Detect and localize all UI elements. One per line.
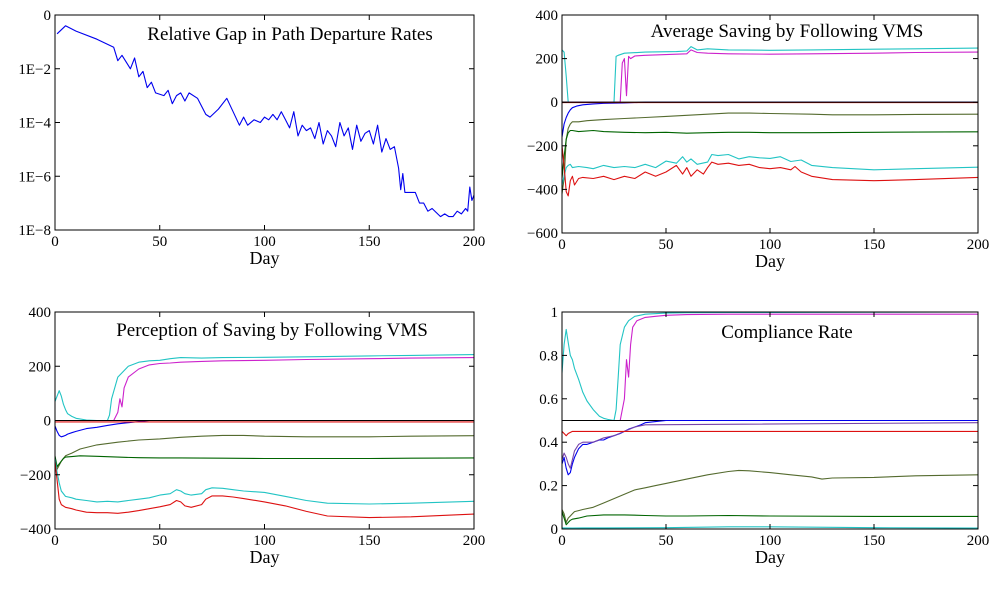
series-line-red-lower xyxy=(562,145,978,197)
x-tick-label: 150 xyxy=(863,533,886,549)
chart-panel-4: 0 50 100 150 200 1 0.8 0.6 0.4 0.2 0 Day Compliance … xyxy=(539,305,989,567)
y-tick-label: −400 xyxy=(20,522,51,538)
series-line-darkgreen xyxy=(562,129,978,179)
chart-panel-1: 0 50 100 150 200 0 1E−2 1E−4 1E−6 1E−8 Day Relative… xyxy=(18,8,485,268)
y-tick-label: 400 xyxy=(29,305,52,321)
chart-title: Compliance Rate xyxy=(721,322,852,343)
series-line-magenta-upper xyxy=(55,357,474,422)
series-group xyxy=(55,354,474,519)
x-tick-label: 100 xyxy=(759,533,782,549)
x-tick-label: 50 xyxy=(152,533,167,549)
series-line-magenta xyxy=(562,313,978,422)
series-line-gap xyxy=(56,25,474,218)
x-tick-label: 0 xyxy=(558,237,566,253)
series-line-red xyxy=(562,430,978,437)
x-tick-label: 150 xyxy=(358,234,381,250)
x-tick-label: 50 xyxy=(659,237,674,253)
y-tick-label: 0.6 xyxy=(539,392,558,408)
series-line-darkgreen xyxy=(562,511,978,526)
series-line-blue xyxy=(562,419,978,476)
x-axis-label: Day xyxy=(250,547,280,567)
y-tick-label: 1E−4 xyxy=(18,116,51,132)
series-group xyxy=(562,312,978,529)
x-tick-label: 50 xyxy=(152,234,167,250)
y-tick-label: 1E−2 xyxy=(18,62,51,78)
x-tick-label: 150 xyxy=(863,237,886,253)
y-tick-label: 1E−6 xyxy=(18,169,51,185)
y-tick-label: −400 xyxy=(527,182,558,198)
plot-frame xyxy=(54,14,475,231)
x-tick-label: 100 xyxy=(759,237,782,253)
y-tick-label: 0 xyxy=(551,95,559,111)
x-tick-label: 150 xyxy=(358,533,381,549)
series-line-cyan-lower xyxy=(562,153,978,186)
y-tick-label: 0.8 xyxy=(539,348,558,364)
y-tick-label: −200 xyxy=(527,139,558,155)
plot-frame xyxy=(561,14,979,234)
chart-panel-2: 0 50 100 150 200 400 200 0 −200 −400 −600 Day Averag… xyxy=(527,8,989,271)
chart-title: Average Saving by Following VMS xyxy=(651,21,924,42)
y-tick-label: 1E−8 xyxy=(18,223,51,239)
series-line-blue xyxy=(55,419,474,438)
series-group xyxy=(562,46,978,197)
series-line-red-lower xyxy=(55,461,474,519)
x-tick-label: 200 xyxy=(463,533,486,549)
y-tick-label: −200 xyxy=(20,468,51,484)
x-axis-label: Day xyxy=(755,547,785,567)
y-tick-label: 200 xyxy=(29,359,52,375)
x-axis-label: Day xyxy=(250,248,280,268)
series-group xyxy=(56,25,474,218)
series-line-olive xyxy=(562,469,978,524)
x-axis-label: Day xyxy=(755,251,785,271)
chart-panel-3: 0 50 100 150 200 400 200 0 −200 −400 Day Perception… xyxy=(20,305,485,567)
x-tick-label: 0 xyxy=(558,533,566,549)
series-line-olive xyxy=(562,112,978,194)
series-line-cyan-upper xyxy=(562,46,978,103)
y-tick-label: 0 xyxy=(44,414,52,430)
y-tick-label: 200 xyxy=(536,52,559,68)
series-line-cyan-upper xyxy=(55,354,474,422)
y-tick-label: 1 xyxy=(551,305,559,321)
y-tick-label: −600 xyxy=(527,226,558,242)
series-line-olive xyxy=(55,434,474,470)
x-tick-label: 0 xyxy=(51,533,59,549)
chart-title: Perception of Saving by Following VMS xyxy=(116,320,428,341)
x-tick-label: 100 xyxy=(253,234,276,250)
series-line-cyan-lower xyxy=(55,458,474,505)
y-tick-label: 0.2 xyxy=(539,479,558,495)
x-tick-label: 200 xyxy=(967,533,990,549)
y-tick-label: 0 xyxy=(44,8,52,24)
x-tick-label: 200 xyxy=(463,234,486,250)
x-tick-label: 0 xyxy=(51,234,59,250)
x-tick-label: 100 xyxy=(253,533,276,549)
y-tick-label: 400 xyxy=(536,8,559,24)
series-line-darkgreen xyxy=(55,455,474,468)
y-tick-label: 0 xyxy=(551,522,559,538)
series-line-purple xyxy=(562,422,978,469)
y-tick-label: 0.4 xyxy=(539,435,558,451)
chart-title: Relative Gap in Path Departure Rates xyxy=(147,24,432,45)
series-line-magenta-upper xyxy=(562,49,978,103)
x-tick-label: 200 xyxy=(967,237,990,253)
x-tick-label: 50 xyxy=(659,533,674,549)
